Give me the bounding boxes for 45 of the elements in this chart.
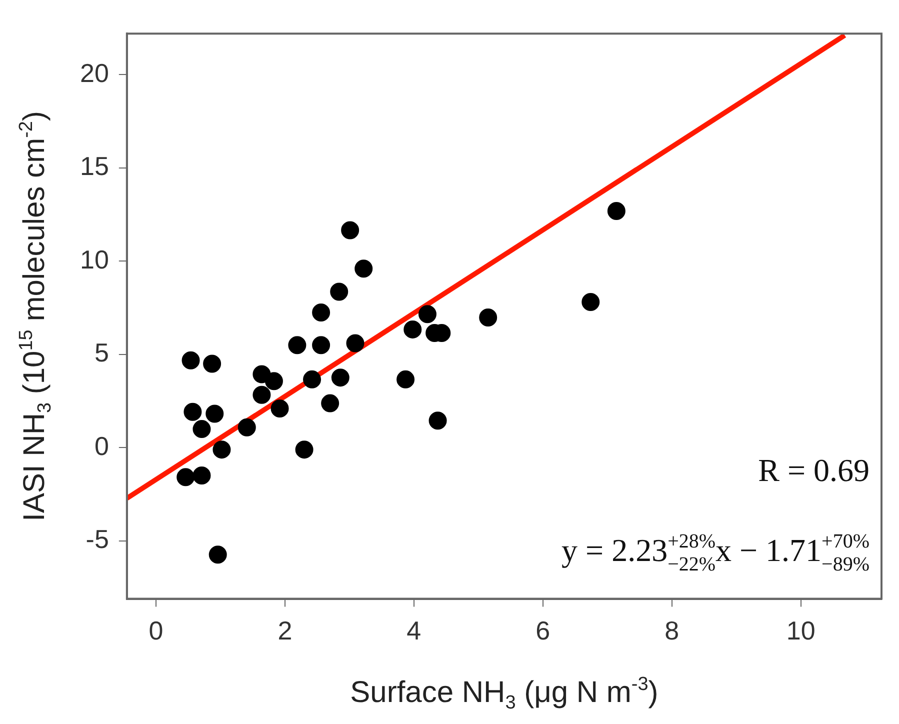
x-tick-label: 6 bbox=[536, 616, 550, 646]
point bbox=[295, 440, 314, 459]
point bbox=[312, 336, 330, 354]
point bbox=[312, 303, 330, 322]
point bbox=[354, 260, 373, 278]
point bbox=[321, 394, 340, 412]
annotation: R = 0.69 bbox=[758, 452, 870, 488]
point bbox=[192, 466, 211, 484]
point bbox=[479, 308, 498, 327]
point bbox=[252, 386, 271, 404]
point bbox=[288, 336, 306, 354]
point bbox=[404, 320, 422, 338]
point bbox=[176, 468, 195, 486]
point bbox=[396, 370, 415, 388]
x-tick-label: 8 bbox=[664, 616, 680, 646]
point bbox=[184, 402, 202, 421]
y-tick-label: 10 bbox=[80, 244, 109, 274]
point bbox=[203, 354, 222, 373]
x-tick-label: 10 bbox=[786, 616, 816, 646]
point bbox=[270, 400, 289, 418]
y-tick-label: 5 bbox=[94, 338, 109, 368]
y-tick-label: 15 bbox=[80, 151, 109, 182]
y-tick-label: 0 bbox=[94, 430, 109, 461]
point bbox=[208, 546, 227, 564]
point bbox=[303, 370, 322, 388]
point bbox=[346, 334, 364, 352]
y-axis-title: IASI NH3 (1015 molecules cm-2) bbox=[16, 111, 56, 522]
point bbox=[428, 412, 447, 430]
y-tick-label: 20 bbox=[80, 58, 109, 88]
point bbox=[331, 368, 350, 387]
point bbox=[206, 404, 224, 423]
point bbox=[582, 293, 600, 312]
point bbox=[264, 372, 283, 390]
x-tick-label: 0 bbox=[148, 616, 164, 646]
point bbox=[212, 440, 231, 459]
point bbox=[182, 351, 200, 370]
point bbox=[418, 305, 436, 324]
point bbox=[330, 282, 348, 301]
x-tick-label: 4 bbox=[406, 616, 422, 646]
point bbox=[607, 202, 626, 220]
y-tick-label: -5 bbox=[86, 524, 109, 554]
x-tick-label: 2 bbox=[278, 616, 292, 646]
point bbox=[192, 420, 211, 438]
point bbox=[341, 221, 360, 240]
point bbox=[238, 418, 256, 436]
